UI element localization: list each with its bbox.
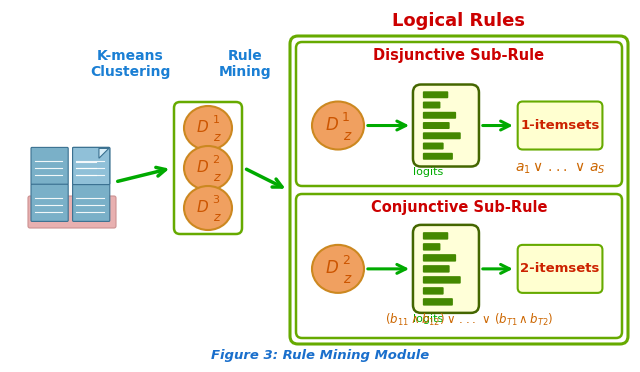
FancyBboxPatch shape	[423, 91, 448, 98]
Text: logits: logits	[413, 314, 443, 324]
Text: $z$: $z$	[213, 131, 222, 144]
Text: Conjunctive Sub-Rule: Conjunctive Sub-Rule	[371, 200, 547, 215]
Text: 2: 2	[342, 254, 350, 267]
Text: $z$: $z$	[213, 171, 222, 184]
Text: logits: logits	[413, 167, 443, 177]
Text: $D$: $D$	[196, 119, 209, 135]
FancyBboxPatch shape	[423, 132, 461, 139]
FancyBboxPatch shape	[423, 254, 456, 262]
FancyBboxPatch shape	[28, 196, 116, 228]
Text: Rule
Mining: Rule Mining	[219, 49, 271, 79]
Text: 3: 3	[212, 195, 220, 205]
Text: Logical Rules: Logical Rules	[392, 12, 525, 30]
Ellipse shape	[184, 106, 232, 150]
FancyBboxPatch shape	[423, 112, 456, 119]
Text: 1: 1	[212, 115, 220, 125]
Ellipse shape	[312, 102, 364, 150]
FancyBboxPatch shape	[413, 84, 479, 167]
FancyBboxPatch shape	[518, 245, 602, 293]
FancyBboxPatch shape	[423, 287, 444, 295]
Text: K-means
Clustering: K-means Clustering	[90, 49, 170, 79]
Text: 1-itemsets: 1-itemsets	[520, 119, 600, 132]
FancyBboxPatch shape	[423, 265, 450, 273]
FancyBboxPatch shape	[423, 243, 440, 251]
Ellipse shape	[184, 146, 232, 190]
Polygon shape	[99, 148, 109, 158]
FancyBboxPatch shape	[31, 147, 68, 185]
Text: 2-itemsets: 2-itemsets	[520, 262, 600, 275]
Text: 2: 2	[212, 155, 220, 165]
Text: $z$: $z$	[343, 272, 353, 286]
FancyBboxPatch shape	[423, 122, 450, 129]
Text: $D$: $D$	[196, 159, 209, 175]
Ellipse shape	[312, 245, 364, 293]
Text: $a_1\vee\,...\,\vee\,a_S$: $a_1\vee\,...\,\vee\,a_S$	[515, 161, 605, 176]
FancyBboxPatch shape	[31, 184, 68, 221]
Ellipse shape	[184, 186, 232, 230]
FancyBboxPatch shape	[423, 153, 453, 160]
FancyBboxPatch shape	[174, 102, 242, 234]
FancyBboxPatch shape	[423, 276, 461, 283]
FancyBboxPatch shape	[296, 42, 622, 186]
FancyBboxPatch shape	[413, 225, 479, 313]
Text: Disjunctive Sub-Rule: Disjunctive Sub-Rule	[373, 48, 545, 63]
Text: 1: 1	[342, 111, 350, 124]
FancyBboxPatch shape	[72, 184, 110, 221]
Text: $D$: $D$	[196, 199, 209, 215]
FancyBboxPatch shape	[423, 232, 448, 240]
FancyBboxPatch shape	[72, 147, 110, 185]
FancyBboxPatch shape	[518, 102, 602, 150]
Text: Figure 3: Rule Mining Module: Figure 3: Rule Mining Module	[211, 349, 429, 362]
Text: $D$: $D$	[325, 259, 339, 277]
FancyBboxPatch shape	[72, 147, 110, 185]
Text: $(b_{11}\wedge b_{12})\vee\,...\,\vee\,(b_{T1}\wedge b_{T2})$: $(b_{11}\wedge b_{12})\vee\,...\,\vee\,(…	[385, 312, 553, 328]
FancyBboxPatch shape	[290, 36, 628, 344]
FancyBboxPatch shape	[296, 194, 622, 338]
FancyBboxPatch shape	[423, 102, 440, 109]
FancyBboxPatch shape	[423, 298, 453, 306]
FancyBboxPatch shape	[423, 142, 444, 150]
Text: $z$: $z$	[213, 211, 222, 224]
Text: $D$: $D$	[325, 116, 339, 134]
Text: $z$: $z$	[343, 128, 353, 142]
